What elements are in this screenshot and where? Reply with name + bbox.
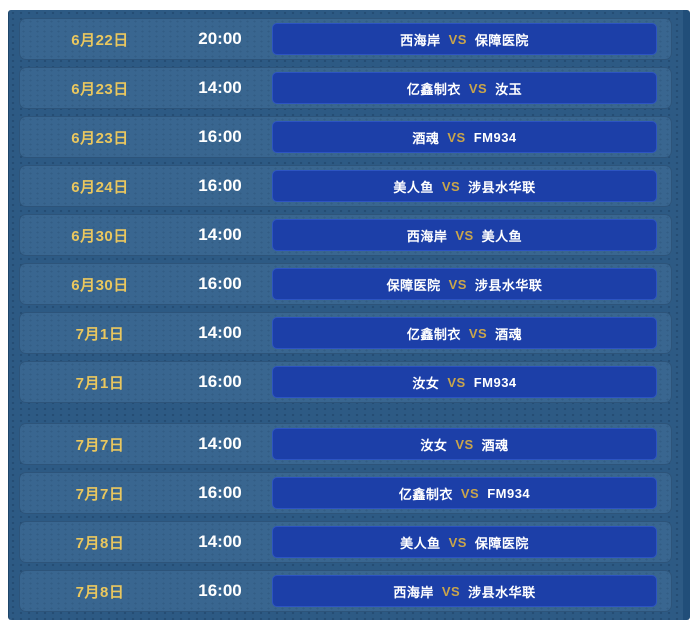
match-time: 16:00	[198, 372, 242, 391]
schedule-row: 7月8日 14:00 美人鱼 VS 保障医院	[19, 521, 672, 563]
match-button[interactable]: 西海岸 VS 涉县水华联	[272, 575, 657, 607]
vs-label: VS	[441, 583, 461, 599]
match-date: 7月7日	[75, 436, 125, 454]
match-button[interactable]: 汝女 VS FM934	[272, 366, 657, 398]
schedule-board: 6月22日 20:00 西海岸 VS 保障医院 6月23日 14:00 亿鑫制衣…	[8, 10, 690, 620]
schedule-row: 7月7日 14:00 汝女 VS 酒魂	[19, 423, 672, 465]
schedule-row: 6月23日 16:00 酒魂 VS FM934	[19, 116, 672, 158]
vs-label: VS	[447, 129, 466, 145]
match-time: 16:00	[198, 176, 242, 195]
match-time: 20:00	[198, 29, 242, 48]
match-button[interactable]: 酒魂 VS FM934	[272, 121, 657, 153]
home-team-label: 西海岸	[406, 228, 448, 244]
away-team-label: 涉县水华联	[468, 179, 536, 195]
away-team-label: FM934	[473, 129, 517, 145]
match-time: 14:00	[198, 78, 242, 97]
vs-label: VS	[455, 436, 474, 452]
match-button[interactable]: 亿鑫制衣 VS FM934	[272, 477, 657, 509]
match-button[interactable]: 西海岸 VS 保障医院	[272, 23, 657, 55]
home-team-label: 酒魂	[412, 130, 440, 146]
schedule-row: 6月23日 14:00 亿鑫制衣 VS 汝玉	[19, 67, 672, 109]
match-button[interactable]: 汝女 VS 酒魂	[272, 428, 657, 460]
away-team-label: 保障医院	[474, 32, 529, 48]
away-team-label: 酒魂	[495, 326, 523, 342]
match-date: 6月23日	[71, 80, 129, 98]
away-team-label: 保障医院	[474, 535, 529, 551]
schedule-row: 6月22日 20:00 西海岸 VS 保障医院	[19, 18, 672, 60]
match-date: 7月1日	[75, 374, 125, 392]
match-time: 14:00	[198, 323, 242, 342]
schedule-row: 7月7日 16:00 亿鑫制衣 VS FM934	[19, 472, 672, 514]
match-button[interactable]: 亿鑫制衣 VS 汝玉	[272, 72, 657, 104]
away-team-label: 涉县水华联	[468, 584, 536, 600]
vs-label: VS	[468, 80, 488, 96]
match-date: 6月30日	[71, 227, 129, 245]
home-team-label: 美人鱼	[400, 535, 441, 551]
match-time: 16:00	[198, 581, 242, 600]
match-button[interactable]: 美人鱼 VS 涉县水华联	[272, 170, 657, 202]
away-team-label: 美人鱼	[481, 228, 523, 244]
match-time: 16:00	[198, 274, 242, 293]
vs-label: VS	[455, 227, 474, 243]
match-button[interactable]: 美人鱼 VS 保障医院	[272, 526, 657, 558]
vs-label: VS	[448, 276, 467, 292]
home-team-label: 西海岸	[400, 32, 441, 48]
schedule-row: 7月1日 16:00 汝女 VS FM934	[19, 361, 672, 403]
schedule-row: 7月1日 14:00 亿鑫制衣 VS 酒魂	[19, 312, 672, 354]
match-date: 7月1日	[75, 325, 125, 343]
away-team-label: FM934	[473, 374, 517, 390]
schedule-row: 6月30日 16:00 保障医院 VS 涉县水华联	[19, 263, 672, 305]
vs-label: VS	[448, 31, 467, 47]
home-team-label: 美人鱼	[393, 179, 434, 195]
vs-label: VS	[460, 485, 480, 501]
match-date: 7月8日	[75, 583, 125, 601]
match-button[interactable]: 亿鑫制衣 VS 酒魂	[272, 317, 657, 349]
match-button[interactable]: 保障医院 VS 涉县水华联	[272, 268, 657, 300]
schedule-row: 6月24日 16:00 美人鱼 VS 涉县水华联	[19, 165, 672, 207]
schedule-rows: 6月22日 20:00 西海岸 VS 保障医院 6月23日 14:00 亿鑫制衣…	[19, 18, 672, 612]
away-team-label: FM934	[487, 485, 531, 501]
home-team-label: 汝女	[420, 437, 448, 453]
schedule-row: 7月8日 16:00 西海岸 VS 涉县水华联	[19, 570, 672, 612]
match-button[interactable]: 西海岸 VS 美人鱼	[272, 219, 657, 251]
match-date: 6月30日	[71, 276, 129, 294]
away-team-label: 酒魂	[481, 437, 509, 453]
schedule-row: 6月30日 14:00 西海岸 VS 美人鱼	[19, 214, 672, 256]
match-date: 6月24日	[71, 178, 129, 196]
home-team-label: 保障医院	[386, 277, 441, 293]
away-team-label: 涉县水华联	[474, 277, 543, 293]
match-time: 14:00	[198, 225, 242, 244]
home-team-label: 亿鑫制衣	[398, 486, 453, 502]
home-team-label: 亿鑫制衣	[406, 326, 461, 342]
match-time: 14:00	[198, 532, 242, 551]
match-time: 16:00	[198, 483, 242, 502]
match-date: 6月23日	[71, 129, 129, 147]
vs-label: VS	[468, 325, 488, 341]
match-date: 6月22日	[71, 31, 129, 49]
home-team-label: 亿鑫制衣	[406, 81, 461, 97]
match-time: 16:00	[198, 127, 242, 146]
match-date: 7月8日	[75, 534, 125, 552]
home-team-label: 汝女	[412, 375, 440, 391]
vs-label: VS	[448, 534, 467, 550]
vs-label: VS	[447, 374, 466, 390]
match-date: 7月7日	[75, 485, 125, 503]
match-time: 14:00	[198, 434, 242, 453]
away-team-label: 汝玉	[495, 81, 523, 97]
home-team-label: 西海岸	[393, 584, 434, 600]
vs-label: VS	[441, 178, 461, 194]
